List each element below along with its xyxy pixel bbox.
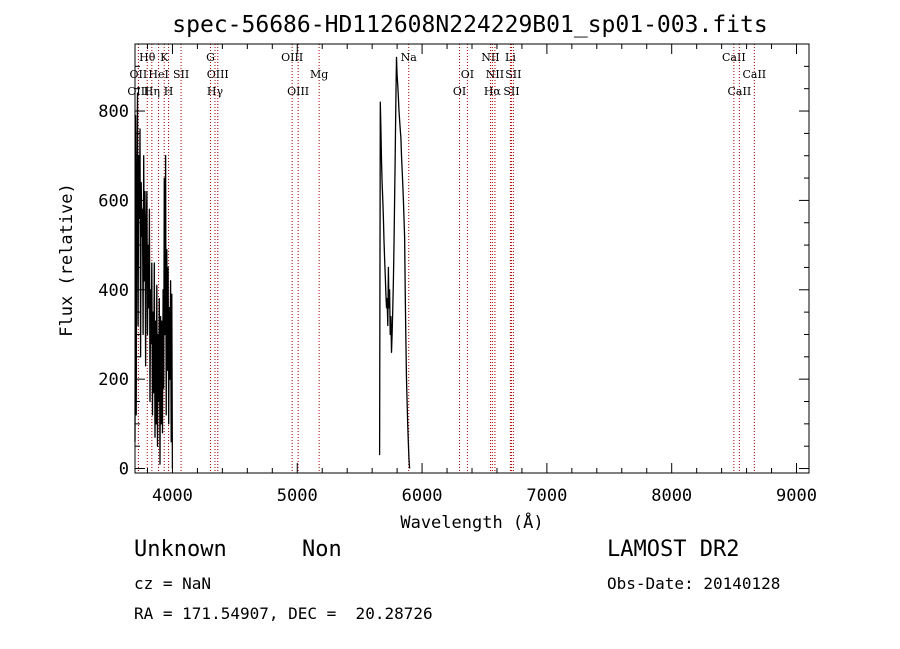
object-class: Unknown [134,537,227,562]
survey-name: LAMOST DR2 [607,537,740,562]
spectral-line-label: Hθ [139,51,156,64]
spectral-line-label: Li [505,51,516,64]
y-tick-label: 200 [98,370,129,390]
spectrum-line [134,92,174,469]
spectral-line-label: OI [461,68,474,81]
x-tick-label: 4000 [152,486,193,506]
spectral-line-label: OIII [281,51,303,64]
y-axis-label: Flux (relative) [57,183,77,337]
spectral-line-label: CaII [742,68,766,81]
spectral-line-label: Hγ [207,85,224,98]
obs-date-text: Obs-Date: 20140128 [607,574,781,593]
x-axis-ticks: 4000 5000 6000 7000 8000 9000 [146,44,817,506]
x-tick-label: 6000 [402,486,443,506]
spectral-line-label: K [160,51,169,64]
spectral-line-label: OIII [207,68,229,81]
spectral-line-label: H [164,85,174,98]
spectral-line-label: OII [130,68,148,81]
y-tick-label: 800 [98,102,129,122]
spectral-line-label: Mg [310,68,328,81]
spectral-line-label: G [206,51,215,64]
spectral-line-label: SII [503,85,519,98]
spectrum-line [378,56,411,469]
x-tick-label: 5000 [277,486,318,506]
object-subclass: Non [302,537,342,562]
spectral-line-label: OIII [127,85,149,98]
x-tick-label: 7000 [526,486,567,506]
spectral-line-label: OI [453,85,466,98]
y-tick-label: 0 [119,460,129,480]
spectral-line-label: CaII [722,51,746,64]
spectral-line-label: Na [401,51,418,64]
coordinates-text: RA = 171.54907, DEC = 20.28726 [134,604,433,623]
spectral-line-label: Hη [144,85,160,98]
redshift-text: cz = NaN [134,574,212,593]
plot-frame [134,43,810,474]
chart-title: spec-56686-HD112608N224229B01_sp01-003.f… [172,12,767,38]
x-tick-label: 8000 [651,486,692,506]
y-tick-label: 400 [98,281,129,301]
spectrum-series [134,56,411,469]
spectral-line-markers: HθOIIOIIIKHeIHηSIIHGOIIIHγOIIIMgOIIINaOI… [127,44,766,473]
y-axis-ticks: 0 200 400 600 800 [98,65,809,480]
spectral-line-label: SII [173,68,189,81]
spectral-line-label: NII [481,51,499,64]
spectral-line-label: HeI [148,68,168,81]
x-tick-label: 9000 [776,486,817,506]
spectral-line-label: SII [505,68,521,81]
spectral-line-label: OIII [287,85,309,98]
x-axis-label: Wavelength (Å) [400,511,543,533]
spectral-line-label: Hα [484,85,502,98]
spectral-line-label: CaII [728,85,752,98]
spectral-line-label: NII [486,68,504,81]
y-tick-label: 600 [98,191,129,211]
